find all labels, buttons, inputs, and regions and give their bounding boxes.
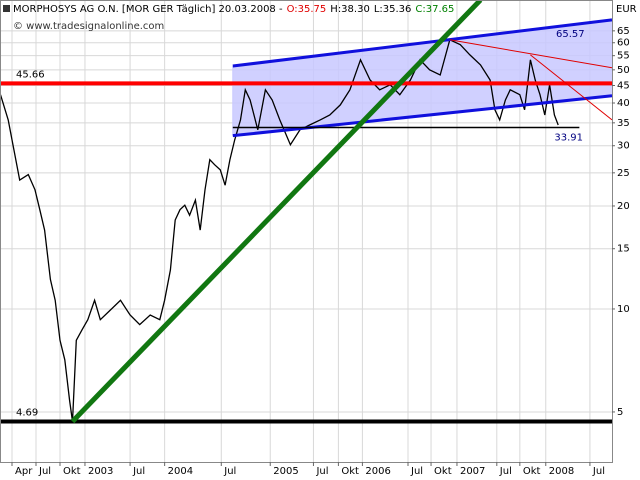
- channel-fill: [232, 19, 613, 136]
- trend-line: [530, 54, 612, 121]
- x-tick-label: Jul: [315, 466, 328, 477]
- level-label: 4.69: [16, 407, 38, 418]
- x-tick-label: Jul: [499, 466, 512, 477]
- y-tick-label: 30: [617, 141, 630, 152]
- plot-frame: [0, 0, 613, 463]
- x-tick-label: Okt: [341, 466, 359, 477]
- x-tick-label: Jul: [132, 466, 145, 477]
- y-tick-label: 60: [617, 38, 630, 49]
- x-tick-label: Jul: [223, 466, 236, 477]
- x-tick-label: 2005: [273, 466, 298, 477]
- currency: EUR: [616, 4, 637, 15]
- ohlc-value: L:35.36: [374, 4, 412, 15]
- x-tick-label: Jul: [410, 466, 423, 477]
- annotation: 65.57: [556, 29, 585, 40]
- x-tick-label: Jul: [592, 466, 605, 477]
- ohlc-value: H:38.30: [330, 4, 370, 15]
- x-tick-label: 2004: [168, 466, 193, 477]
- x-tick-label: Jul: [38, 466, 51, 477]
- x-tick-label: Okt: [523, 466, 541, 477]
- x-tick-label: Apr: [15, 466, 33, 477]
- x-tick-label: 2008: [549, 466, 574, 477]
- y-tick-label: 35: [617, 118, 630, 129]
- channel-upper: [232, 18, 613, 68]
- source: © www.tradesignalonline.com: [13, 21, 164, 32]
- y-tick-label: 65: [617, 26, 630, 37]
- level-label: 33.91: [554, 133, 583, 144]
- y-tick-label: 50: [617, 65, 630, 76]
- y-tick-label: 20: [617, 201, 630, 212]
- x-tick-label: 2007: [460, 466, 485, 477]
- y-tick-label: 40: [617, 98, 630, 109]
- trend-line: [70, 0, 483, 424]
- y-tick-label: 15: [617, 244, 630, 255]
- price-line: [0, 38, 559, 422]
- y-tick-label: 45: [617, 80, 630, 91]
- ohlc-value: C:37.65: [415, 4, 454, 15]
- x-tick-label: 2003: [88, 466, 113, 477]
- level-label: 45.66: [16, 69, 45, 80]
- plot: [0, 0, 613, 424]
- icon: [3, 5, 10, 12]
- channel-lower: [232, 94, 613, 138]
- x-tick-label: Okt: [63, 466, 81, 477]
- x-tick-label: Okt: [434, 466, 452, 477]
- y-tick-label: 10: [617, 304, 630, 315]
- y-tick-label: 25: [617, 168, 630, 179]
- y-tick-label: 5: [617, 407, 623, 418]
- y-tick-label: 55: [617, 51, 630, 62]
- ohlc-value: O:35.75: [287, 4, 327, 15]
- x-tick-label: 2006: [365, 466, 390, 477]
- chart-title: MORPHOSYS AG O.N. [MOR GER Täglich] 20.0…: [13, 4, 283, 15]
- trend-line: [449, 39, 612, 69]
